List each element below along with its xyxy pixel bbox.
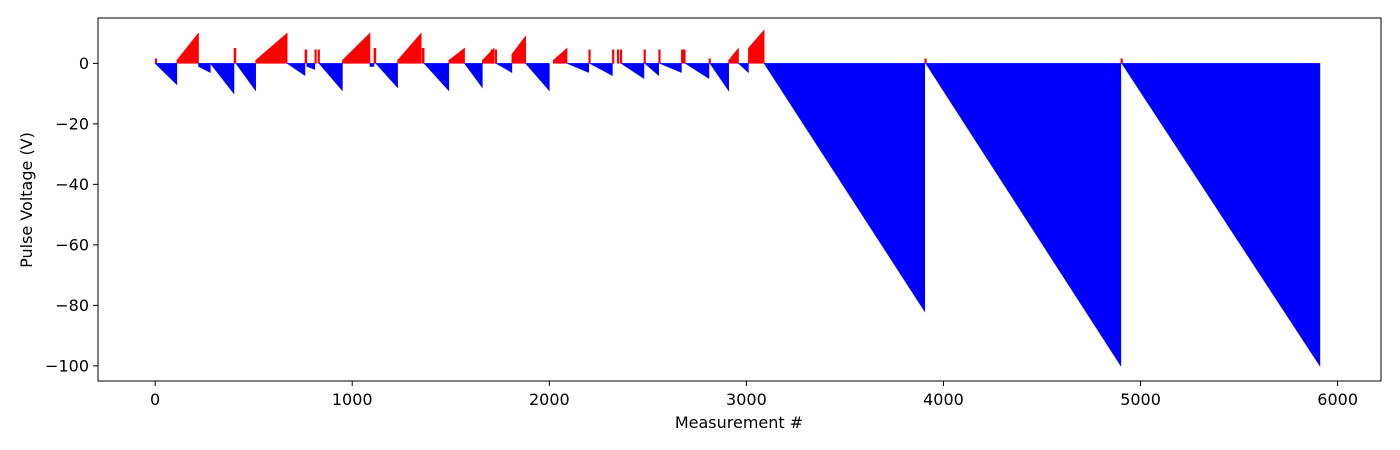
x-axis-label: Measurement # [675,413,803,432]
negative-pulse-segment [737,63,749,74]
positive-pulse-segment [304,49,308,64]
negative-pulse-segment [209,63,235,95]
negative-pulse-segment [318,63,343,92]
negative-pulse-segment [925,63,1122,367]
positive-pulse-segment [421,47,425,64]
positive-pulse-segment [552,47,568,64]
positive-pulse-segment [176,32,199,64]
y-axis: 0 −20 −40 −60 −80 −100 [45,54,98,375]
negative-pulse-segment [375,63,398,89]
positive-pulse-segment [154,58,158,64]
negative-pulse-segment [286,63,306,77]
negative-pulse-segment [423,63,450,92]
positive-pulse-segment [397,32,422,64]
negative-pulse-segment [566,63,590,73]
negative-pulse-segment [463,63,483,89]
positive-pulse-segment [708,58,711,64]
positive-pulse-segment [1120,58,1123,64]
negative-pulse-segment [494,63,513,73]
positive-pulse-segment [448,47,465,64]
x-tick-label: 2000 [529,390,570,409]
positive-pulse-segment [617,49,620,64]
plot-frame [97,17,1382,382]
positive-pulse-segment [681,49,686,64]
negative-pulse-segment [306,63,316,70]
negative-pulse-segment [235,63,256,92]
x-axis: 0 1000 2000 3000 4000 5000 6000 [150,381,1358,409]
positive-pulse-segment [658,49,661,64]
positive-pulse-segment [748,29,765,64]
positive-pulse-segment [490,49,494,64]
x-tick-label: 5000 [1120,390,1161,409]
x-tick-label: 1000 [332,390,373,409]
y-tick-label: −40 [55,175,89,194]
negative-pulse-segment [709,63,729,92]
positive-pulse-segment [233,47,237,64]
y-tick-label: −100 [45,356,89,375]
y-tick-label: 0 [79,54,89,73]
x-tick-label: 6000 [1317,390,1358,409]
positive-pulse-segment [643,49,646,64]
positive-pulse-segment [612,49,615,64]
x-tick-label: 4000 [923,390,964,409]
negative-pulse-segment [525,63,550,92]
positive-pulse-segment [494,49,498,64]
y-tick-label: −60 [55,235,89,254]
negative-pulse-segment [644,63,659,77]
negative-pulse-segment [620,63,645,80]
positive-pulse-segment [255,32,288,64]
negative-pulse-segment [198,63,211,73]
negative-pulse-segment [589,63,613,76]
positive-pulse-segment [619,49,623,64]
negative-pulse-segment [763,63,926,313]
positive-pulse-segment [314,49,317,64]
negative-pulse-segment [369,63,375,67]
positive-pulse-segment [342,32,371,64]
x-tick-label: 3000 [726,390,767,409]
positive-pulse-segment [588,49,591,64]
bars-layer [154,29,1321,367]
negative-pulse-segment [684,63,710,80]
positive-pulse-segment [728,47,739,64]
positive-pulse-segment [317,49,320,64]
y-tick-label: −80 [55,296,89,315]
positive-pulse-segment [511,35,526,64]
y-tick-label: −20 [55,114,89,133]
y-axis-label: Pulse Voltage (V) [17,132,36,268]
negative-pulse-segment [1121,63,1321,367]
negative-pulse-segment [659,63,682,73]
x-tick-label: 0 [150,390,160,409]
negative-pulse-segment [154,63,178,86]
positive-pulse-segment [373,47,377,64]
positive-pulse-segment [924,58,927,64]
